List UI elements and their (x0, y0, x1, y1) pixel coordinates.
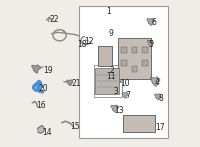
Text: 5: 5 (149, 40, 153, 49)
Text: 1: 1 (107, 7, 111, 16)
FancyBboxPatch shape (79, 6, 168, 138)
Text: 11: 11 (106, 72, 115, 81)
Text: 6: 6 (151, 17, 156, 27)
Text: 16: 16 (36, 101, 46, 110)
Polygon shape (122, 92, 128, 98)
Text: 8: 8 (159, 94, 164, 103)
Bar (142, 47, 148, 53)
Text: 19: 19 (43, 66, 53, 75)
Text: 3: 3 (113, 87, 118, 96)
Bar (142, 60, 148, 66)
Polygon shape (150, 77, 160, 86)
Text: 9: 9 (109, 29, 114, 38)
Polygon shape (38, 126, 44, 133)
Text: 10: 10 (120, 79, 129, 88)
Polygon shape (67, 80, 73, 86)
Bar (118, 38, 151, 79)
Bar (123, 115, 155, 132)
FancyBboxPatch shape (94, 65, 122, 97)
Polygon shape (111, 105, 119, 112)
Text: 7: 7 (125, 91, 130, 100)
Bar (118, 38, 151, 79)
Bar (132, 47, 137, 53)
Bar (132, 66, 137, 72)
Text: 21: 21 (71, 79, 81, 88)
Text: 17: 17 (155, 123, 165, 132)
Text: 15: 15 (70, 122, 79, 131)
Text: 12: 12 (85, 37, 94, 46)
Polygon shape (114, 78, 121, 85)
Text: 2: 2 (110, 66, 114, 75)
Text: 20: 20 (39, 84, 49, 93)
Bar (121, 60, 127, 66)
Bar (95, 68, 119, 94)
Bar (121, 47, 127, 53)
Polygon shape (147, 40, 154, 46)
Polygon shape (32, 65, 40, 73)
Polygon shape (155, 94, 161, 100)
Text: 14: 14 (42, 128, 52, 137)
Bar (98, 46, 112, 66)
Text: 13: 13 (115, 106, 124, 115)
Polygon shape (147, 18, 155, 25)
Text: 4: 4 (154, 78, 159, 87)
Text: 22: 22 (49, 15, 59, 24)
Bar (98, 46, 112, 66)
Text: 18: 18 (77, 40, 87, 49)
Polygon shape (110, 88, 117, 94)
Bar (123, 115, 155, 132)
